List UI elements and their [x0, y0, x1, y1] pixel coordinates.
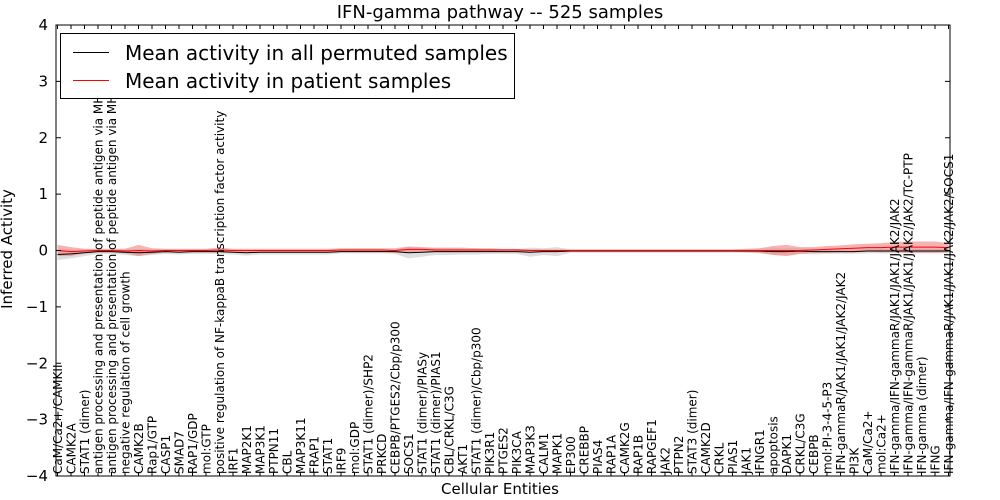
- x-tick-label: MAP3K11: [294, 417, 308, 474]
- y-tick-label: −2: [26, 354, 48, 372]
- x-tick-label: CRKL: [713, 442, 727, 474]
- legend-swatch-patient: [73, 80, 109, 81]
- x-tick-label: PIK3CA: [510, 430, 524, 474]
- x-tick-label: antigen processing and presentation of p…: [105, 42, 119, 474]
- x-tick-label: IFN-gamma/IFN-gammaR/JAK1/JAK1/JAK2/JAK2: [888, 198, 902, 474]
- x-tick-label: CBL/CRKL/C3G: [443, 386, 457, 474]
- x-tick-label: CAMK2D: [699, 422, 713, 474]
- x-tick-label: STAT3 (dimer): [686, 390, 700, 474]
- x-tick-label: IFN-gamma/IFN-gammaR/JAK1/JAK1/JAK2/JAK2…: [942, 154, 956, 474]
- x-tick-label: RAP1A: [605, 434, 619, 474]
- x-tick-label: CRKL/C3G: [794, 413, 808, 474]
- x-tick-label: CBL: [281, 450, 295, 474]
- x-tick-label: IRF9: [335, 448, 349, 474]
- x-tick-label: antigen processing and presentation of p…: [92, 45, 106, 474]
- x-tick-label: PTPN2: [672, 436, 686, 474]
- x-tick-label: PTPN11: [267, 428, 281, 474]
- x-tick-label: JAK1: [740, 447, 754, 475]
- y-tick-label: 4: [38, 16, 48, 34]
- x-tick-label: JAK2: [659, 447, 673, 475]
- legend-item-permuted: Mean activity in all permuted samples: [61, 41, 514, 65]
- x-tick-label: IFN-gamma (dimer): [915, 356, 929, 474]
- x-tick-label: RAP1B: [632, 435, 646, 474]
- x-tick-label: IFNGR1: [753, 429, 767, 474]
- x-tick-label: STAT1 (dimer)/Cbp/p300: [470, 327, 484, 474]
- x-tick-label: CEBPB: [807, 434, 821, 474]
- x-tick-label: mol:Ca2+: [875, 414, 889, 474]
- x-tick-label: positive regulation of NF-kappaB transcr…: [213, 111, 227, 474]
- legend-swatch-permuted: [73, 52, 109, 53]
- legend-label-permuted: Mean activity in all permuted samples: [125, 41, 508, 65]
- x-tick-label: IFN-gammaR/JAK1/JAK1/JAK2/JAK2: [834, 272, 848, 474]
- legend-item-patient: Mean activity in patient samples: [61, 69, 514, 93]
- x-tick-label: PTGES2: [497, 427, 511, 474]
- x-tick-label: negative regulation of cell growth: [119, 271, 133, 474]
- x-tick-label: SMAD7: [173, 431, 187, 474]
- x-tick-label: CEBPB/PTGES2/Cbp/p300: [389, 321, 403, 474]
- x-axis-label: Cellular Entities: [441, 480, 559, 498]
- x-tick-label: CAMK2B: [132, 423, 146, 474]
- x-tick-label: STAT1 (dimer)/PIASy: [416, 352, 430, 474]
- x-tick-label: STAT1 (dimer)/PIAS1: [429, 351, 443, 474]
- chart-title: IFN-gamma pathway -- 525 samples: [337, 2, 664, 23]
- x-tick-label: CaM/Ca2+: [861, 410, 875, 474]
- x-tick-label: PIAS4: [591, 440, 605, 474]
- x-tick-label: AKT1: [456, 444, 470, 474]
- x-tick-label: CAMK2G: [618, 422, 632, 474]
- y-tick-label: −4: [26, 467, 48, 485]
- x-tick-label: PRKCD: [375, 434, 389, 474]
- legend: Mean activity in all permuted samples Me…: [60, 33, 515, 99]
- y-tick-label: −3: [26, 411, 48, 429]
- y-tick-label: 1: [38, 185, 48, 203]
- x-tick-label: IFN-gamma/IFN-gammaR/JAK1/JAK1/JAK2/JAK2…: [902, 153, 916, 474]
- x-tick-label: CALM1: [537, 433, 551, 474]
- x-tick-label: Rap1/GTP: [146, 416, 160, 474]
- x-tick-label: RAP1/GDP: [186, 413, 200, 474]
- x-tick-label: STAT1 (dimer): [78, 390, 92, 474]
- x-tick-label: MAP3K3: [524, 425, 538, 474]
- y-tick-label: 2: [38, 129, 48, 147]
- x-tick-label: PIAS1: [726, 440, 740, 474]
- x-tick-label: MAPK1: [551, 433, 565, 474]
- y-tick-label: 0: [38, 242, 48, 260]
- x-tick-label: SOCS1: [402, 433, 416, 474]
- x-tick-label: CAMK2A: [65, 423, 79, 474]
- x-tick-label: FRAP1: [308, 436, 322, 474]
- x-tick-label: mol:GDP: [348, 422, 362, 474]
- x-tick-label: mol:GTP: [200, 424, 214, 474]
- x-tick-label: PIK3R1: [483, 432, 497, 474]
- x-tick-label: IFNG: [929, 445, 943, 474]
- x-tick-label: MAP2K1: [240, 425, 254, 474]
- y-tick-label: −1: [26, 298, 48, 316]
- x-tick-label: MAP3K1: [254, 425, 268, 474]
- x-tick-label: STAT1: [321, 438, 335, 474]
- x-tick-label: IRF1: [227, 448, 241, 474]
- x-tick-label: DAPK1: [780, 434, 794, 474]
- band-patient: [57, 241, 949, 257]
- y-tick-label: 3: [38, 72, 48, 90]
- x-tick-label: apoptosis: [767, 416, 781, 474]
- x-tick-label: mol:PI-3-4-5-P3: [821, 382, 835, 474]
- x-tick-label: PI3K: [848, 447, 862, 474]
- x-tick-label: RAPGEF1: [645, 419, 659, 474]
- x-tick-label: CASP1: [159, 435, 173, 474]
- x-tick-label: CaM/Ca2+/CAMKII: [51, 365, 65, 474]
- x-tick-label: CREBBP: [578, 426, 592, 474]
- x-tick-label: STAT1 (dimer)/SHP2: [362, 354, 376, 474]
- x-tick-label: EP300: [564, 436, 578, 474]
- legend-label-patient: Mean activity in patient samples: [125, 69, 452, 93]
- y-axis-label: Inferred Activity: [0, 189, 16, 309]
- series-line-permuted: [57, 250, 949, 255]
- series-line-patient: [57, 246, 949, 253]
